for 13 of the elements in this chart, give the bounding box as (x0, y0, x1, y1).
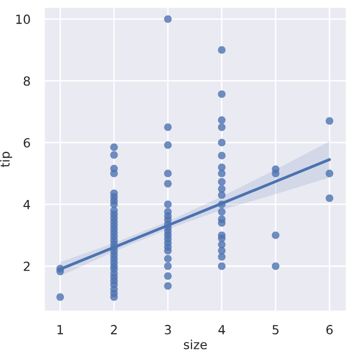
x-tick-label: 4 (218, 325, 226, 334)
y-tick-label: 2 (24, 262, 30, 271)
y-tick-label: 8 (24, 76, 30, 86)
x-tick-label: 5 (272, 325, 279, 334)
y-tick-label: 4 (23, 200, 30, 210)
x-tick-label: 1 (58, 325, 63, 334)
x-tick-label: 6 (326, 324, 333, 334)
y-tick-label: 6 (24, 138, 30, 148)
y-tick-label: 10 (16, 14, 30, 24)
x-axis-title: size (184, 340, 207, 350)
y-axis-title: tip (0, 152, 12, 168)
x-tick-label: 3 (164, 324, 171, 334)
x-tick-label: 2 (110, 324, 117, 334)
